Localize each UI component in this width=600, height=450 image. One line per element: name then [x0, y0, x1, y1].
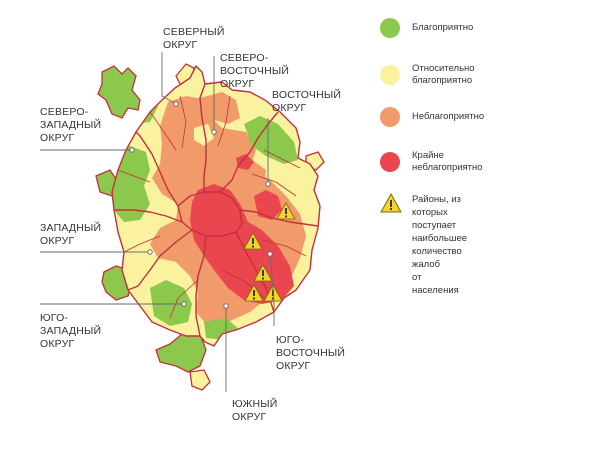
border-north: [199, 83, 207, 192]
district-label-north-east: СЕВЕРО- ВОСТОЧНЫЙ ОКРУГ: [220, 52, 290, 90]
zone-favourable-north-west: [112, 146, 150, 222]
district-label-north-west: СЕВЕРО- ЗАПАДНЫЙ ОКРУГ: [40, 106, 102, 144]
warning-icon: [276, 202, 296, 220]
legend-dot: [380, 18, 400, 38]
district-label-north: СЕВЕРНЫЙ ОКРУГ: [163, 26, 225, 51]
zone-favourable-centre: [194, 124, 214, 146]
zone-favourable-south-west: [150, 280, 192, 326]
legend-label: Крайне неблагоприятно: [412, 150, 483, 173]
border-south: [195, 235, 207, 337]
warning-icon: [253, 264, 273, 282]
legend-complaints-text: Районы, из которых поступает наибольшее …: [412, 194, 468, 296]
zone-extreme-east: [254, 190, 282, 220]
border-east: [239, 209, 319, 227]
warning-icon: [380, 193, 402, 213]
enclave-south-2: [189, 369, 211, 391]
zone-extreme-north-east: [236, 154, 254, 170]
legend-item-unfavourable: Неблагоприятно: [380, 107, 484, 127]
legend-dot: [380, 152, 400, 172]
district-label-west: ЗАПАДНЫЙ ОКРУГ: [40, 222, 102, 247]
border-west: [114, 209, 183, 223]
legend-dot: [380, 65, 400, 85]
legend-item-favourable: Благоприятно: [380, 18, 473, 38]
outlying-areas: [95, 63, 325, 391]
legend-dot: [380, 107, 400, 127]
district-label-east: ВОСТОЧНЫЙ ОКРУГ: [272, 89, 342, 114]
leader-south-east: [269, 253, 275, 326]
zone-favourable-north-east: [244, 116, 298, 164]
district-label-south: ЮЖНЫЙ ОКРУГ: [232, 398, 278, 423]
warning-icon: [244, 284, 264, 302]
legend-item-relatively-favourable: Относительно благоприятно: [380, 63, 475, 87]
enclave-south: [155, 333, 207, 373]
enclave-north-west: [97, 65, 141, 119]
legend-item-complaints: Районы, из которых поступает наибольшее …: [380, 193, 467, 297]
legend-label: Благоприятно: [412, 22, 474, 33]
district-label-south-east: ЮГО- ВОСТОЧНЫЙ ОКРУГ: [276, 334, 346, 372]
legend-item-extremely-unfavourable: Крайне неблагоприятно: [380, 150, 483, 174]
legend-label: Неблагоприятно: [412, 111, 485, 122]
leader-north: [161, 52, 177, 105]
border-subdivision: [117, 95, 307, 319]
leader-dots: [129, 101, 273, 309]
legend-label: Относительно благоприятно: [412, 63, 475, 86]
border-south-west: [127, 229, 193, 291]
warning-icon: [243, 232, 263, 250]
leader-lines: [40, 52, 275, 392]
district-label-south-west: ЮГО- ЗАПАДНЫЙ ОКРУГ: [40, 312, 102, 350]
border-north-west: [135, 131, 179, 207]
zone-unfavourable-north: [200, 92, 240, 124]
